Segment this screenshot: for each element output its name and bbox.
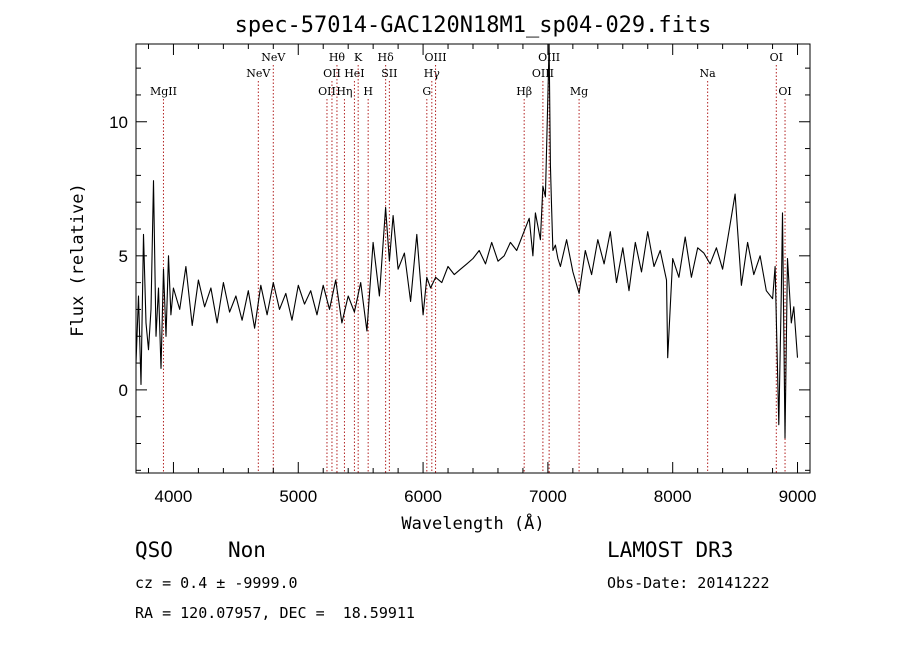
line-label-20: OI (770, 51, 783, 64)
line-label-4: OII (323, 67, 341, 80)
x-tick-label-7000: 7000 (529, 487, 567, 506)
line-label-1: NeV (246, 67, 271, 80)
line-label-15: Hβ (516, 85, 532, 98)
x-tick-label-4000: 4000 (155, 487, 193, 506)
x-tick-label-6000: 6000 (404, 487, 442, 506)
x-tick-label-5000: 5000 (279, 487, 317, 506)
coordinates: RA = 120.07957, DEC = 18.59911 (135, 604, 415, 622)
x-tick-label-9000: 9000 (779, 487, 817, 506)
line-label-14: OIII (425, 51, 447, 64)
chart-title: spec-57014-GAC120N18M1_sp04-029.fits (235, 13, 712, 38)
line-label-16: OIII (532, 67, 554, 80)
line-label-18: Mg (570, 85, 588, 98)
redshift-cz: cz = 0.4 ± -9999.0 (135, 574, 298, 592)
line-label-21: OI (778, 85, 791, 98)
object-class: QSO (135, 538, 173, 562)
x-axis-label: Wavelength (Å) (401, 512, 544, 534)
line-label-19: Na (700, 67, 717, 80)
y-tick-label-0: 0 (119, 381, 128, 400)
series-line-flux (135, 43, 799, 439)
line-label-6: Hη (336, 85, 352, 98)
line-label-9: H (363, 85, 373, 98)
line-label-8: K (354, 51, 363, 64)
line-label-0: MgII (150, 85, 177, 98)
line-label-13: Hγ (424, 67, 441, 80)
line-label-12: G (422, 85, 431, 98)
line-markers: MgIINeVNeVOIIOIIHθHηHeIKHHδSIIGHγOIIIHβO… (150, 51, 792, 473)
line-label-2: NeV (261, 51, 286, 64)
y-axis-label: Flux (relative) (68, 183, 88, 337)
line-label-3: OII (318, 85, 336, 98)
line-label-11: SII (381, 67, 397, 80)
survey-name: LAMOST DR3 (607, 538, 734, 562)
x-tick-label-8000: 8000 (654, 487, 692, 506)
line-label-7: HeI (344, 67, 364, 80)
axes: 4000 5000 6000 7000 8000 9000 0 5 10 (109, 43, 817, 506)
obs-date: Obs-Date: 20141222 (607, 574, 770, 592)
y-tick-label-10: 10 (109, 113, 128, 132)
series-layer (135, 43, 799, 439)
line-label-10: Hδ (378, 51, 395, 64)
y-tick-label-5: 5 (119, 247, 128, 266)
line-label-5: Hθ (329, 51, 346, 64)
object-subclass: Non (228, 538, 266, 562)
